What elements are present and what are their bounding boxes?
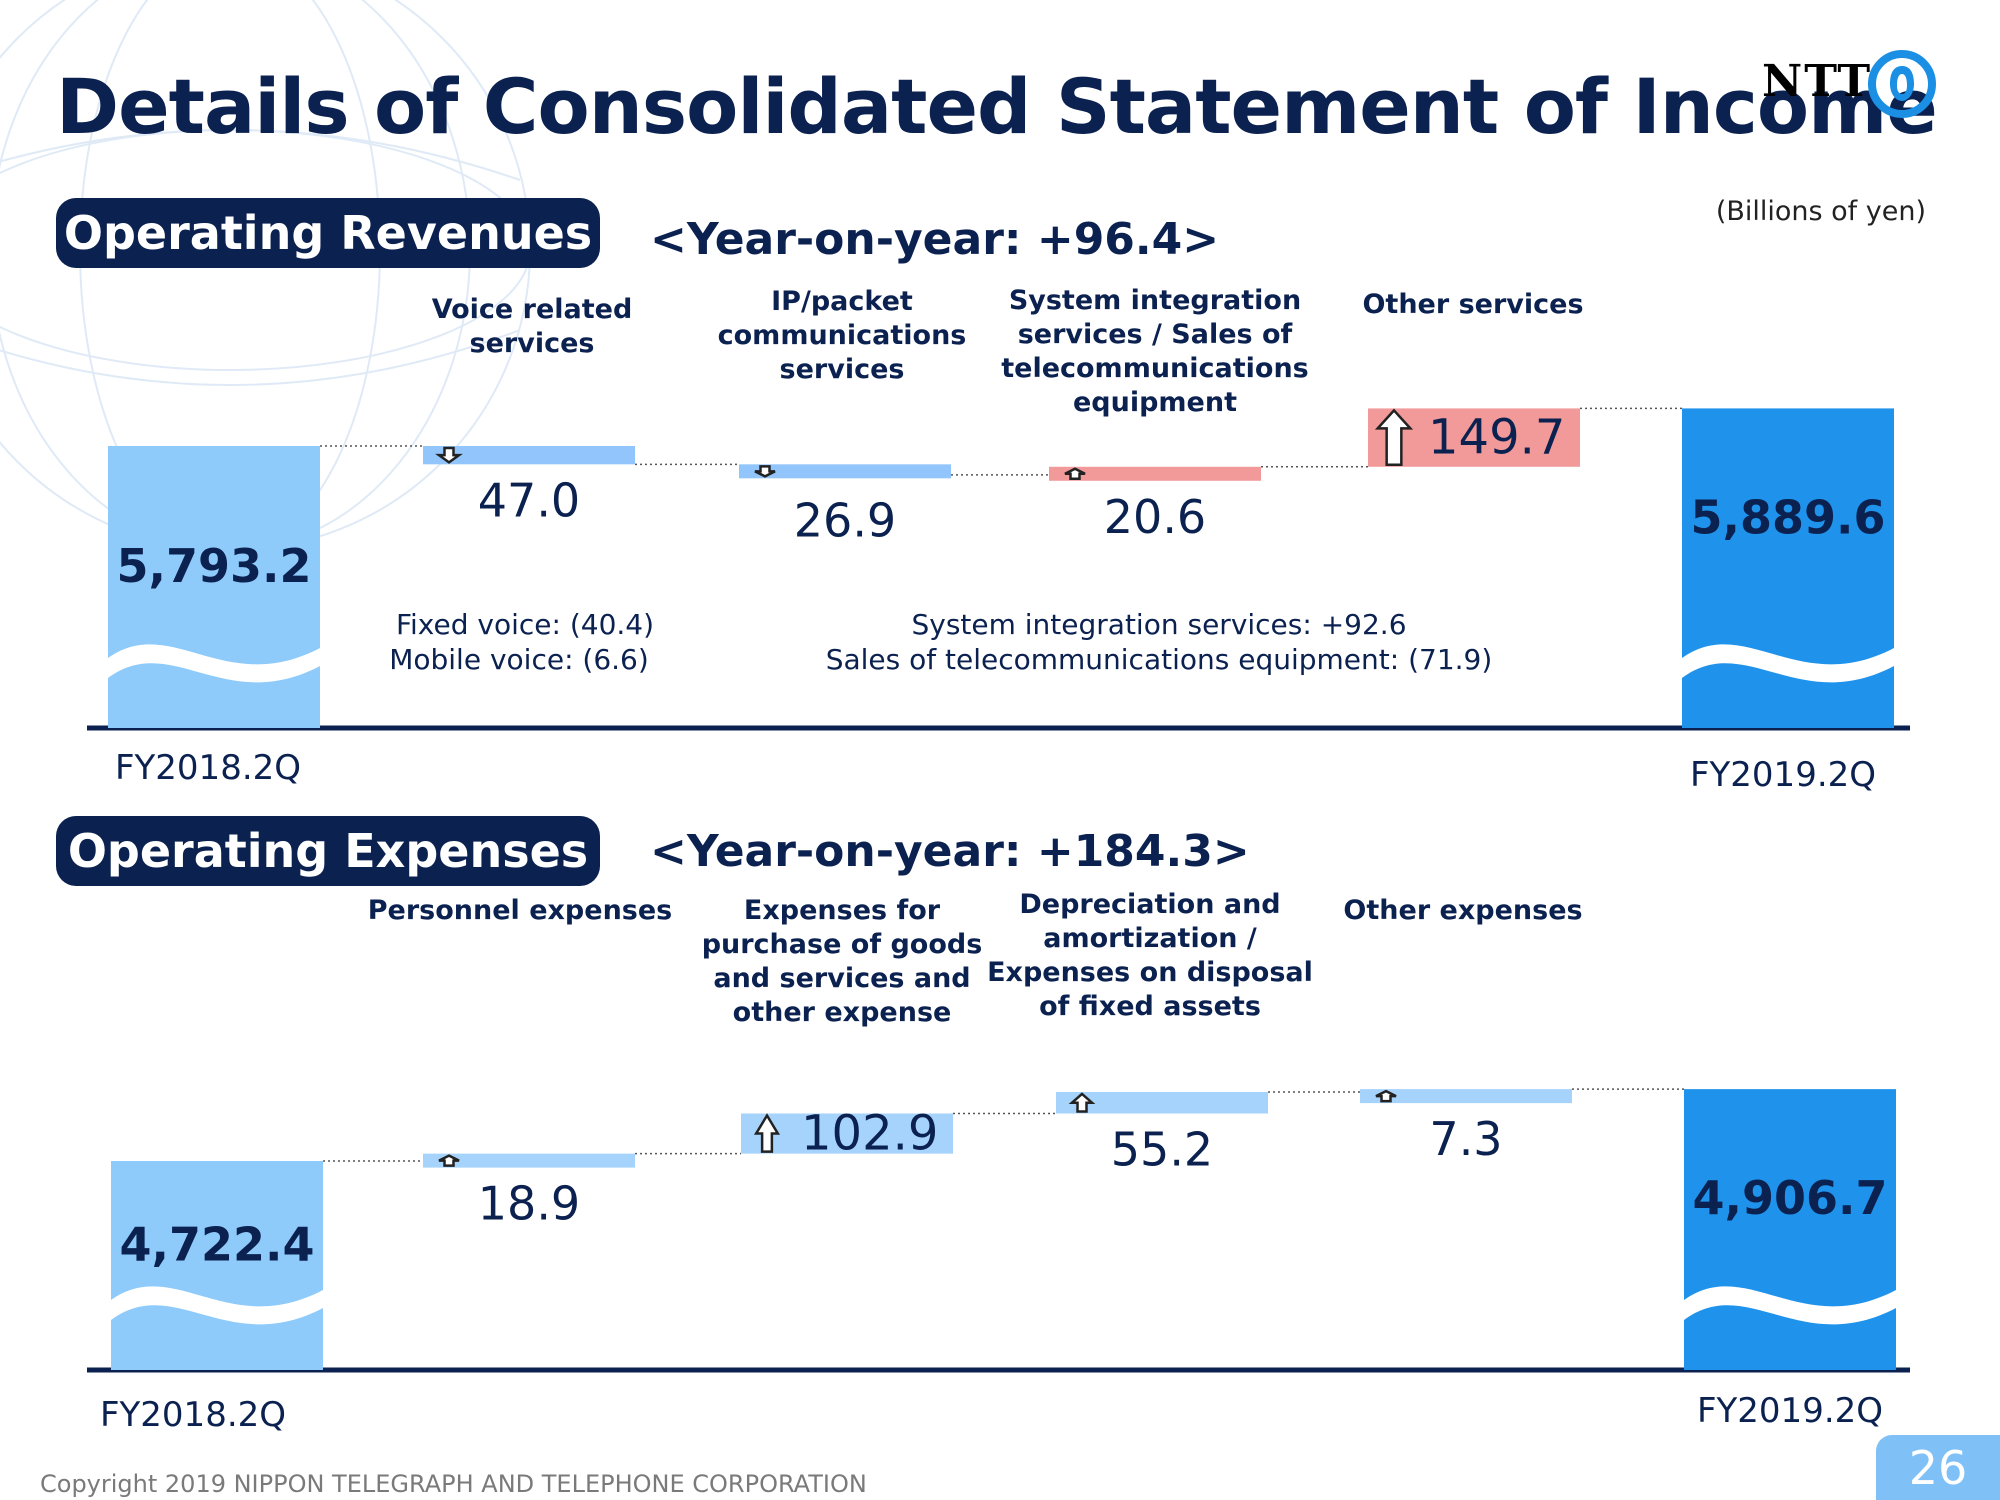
expenses-step-category-label-2: Depreciation and [1019, 889, 1280, 920]
revenues-step-bar-3 [1368, 408, 1580, 467]
revenues-step-category-label-2: System integration [1009, 285, 1301, 316]
revenues-step-category-label-2: telecommunications [1001, 353, 1309, 384]
expenses-step-bar-0 [423, 1153, 635, 1168]
revenues-step-value-label-3: 149.7 [1428, 410, 1565, 466]
expenses-step-category-label-1: and services and [713, 963, 970, 994]
revenues-step-category-label-0: services [470, 328, 595, 359]
telecom-equipment-note: Sales of telecommunications equipment: (… [826, 643, 1493, 676]
expenses-step-category-label-1: purchase of goods [702, 929, 983, 960]
revenues-step-value-label-1: 26.9 [794, 493, 896, 547]
expenses-step-arrow-0 [438, 1154, 460, 1167]
revenues-step-category-label-2: services / Sales of [1018, 319, 1293, 350]
revenues-end-bar-wave [1682, 644, 1894, 683]
fixed-voice-note: Fixed voice: (40.4) [396, 608, 654, 641]
revenues-start-bar-wave [108, 644, 320, 683]
revenues-step-bar-1 [739, 464, 951, 479]
revenues-step-value-label-0: 47.0 [478, 473, 580, 527]
expenses-step-category-label-0: Personnel expenses [368, 895, 673, 926]
expenses-yoy: <Year-on-year: +184.3> [650, 826, 1250, 877]
revenues-step-category-label-0: Voice related [432, 294, 633, 325]
expenses-step-arrow-3 [1375, 1089, 1397, 1103]
mobile-voice-note: Mobile voice: (6.6) [389, 643, 649, 676]
revenues-start-value-label: 5,793.2 [117, 539, 312, 593]
expenses-step-arrow-2 [1068, 1092, 1096, 1113]
revenues-yoy: <Year-on-year: +96.4> [650, 214, 1220, 265]
expenses-step-bar-1 [741, 1113, 953, 1154]
revenues-step-category-label-1: communications [718, 320, 967, 351]
revenues-end-period-label: FY2019.2Q [1690, 755, 1876, 795]
revenues-end-value-label: 5,889.6 [1691, 490, 1886, 544]
expenses-start-bar [111, 1161, 323, 1370]
ntt-logo-icon [1868, 50, 1936, 118]
expenses-step-value-label-0: 18.9 [478, 1177, 580, 1231]
expenses-step-category-label-2: Expenses on disposal [987, 957, 1313, 988]
revenues-step-arrow-2 [1064, 467, 1086, 481]
ntt-logo: NTT [1762, 46, 1947, 121]
revenues-step-arrow-1 [754, 465, 776, 478]
expenses-end-value-label: 4,906.7 [1693, 1171, 1888, 1225]
revenues-end-bar [1682, 408, 1894, 728]
revenues-start-period-label: FY2018.2Q [115, 748, 301, 788]
revenues-step-value-label-2: 20.6 [1104, 490, 1206, 544]
revenues-step-arrow-0 [435, 446, 463, 464]
si-services-note: System integration services: +92.6 [911, 608, 1406, 641]
expenses-start-period-label: FY2018.2Q [100, 1395, 286, 1435]
expenses-step-bar-3 [1360, 1089, 1572, 1104]
expenses-end-bar-wave [1684, 1286, 1896, 1325]
revenues-step-category-label-1: IP/packet [771, 286, 913, 317]
expenses-end-bar [1684, 1089, 1896, 1370]
units-label: (Billions of yen) [1715, 196, 1926, 227]
expenses-step-arrow-1 [753, 1113, 781, 1153]
copyright-footer: Copyright 2019 NIPPON TELEGRAPH AND TELE… [40, 1470, 867, 1498]
revenues-step-category-label-3: Other services [1362, 289, 1583, 320]
expenses-step-category-label-1: other expense [733, 997, 952, 1028]
revenues-step-bar-2 [1049, 466, 1261, 481]
expenses-step-value-label-1: 102.9 [801, 1106, 938, 1162]
revenues-step-category-label-2: equipment [1073, 387, 1237, 418]
expenses-start-value-label: 4,722.4 [120, 1218, 315, 1272]
expenses-step-value-label-2: 55.2 [1111, 1122, 1213, 1176]
expenses-step-category-label-3: Other expenses [1343, 895, 1582, 926]
expenses-start-bar-wave [111, 1286, 323, 1325]
revenues-step-bar-0 [423, 446, 635, 465]
expenses-step-bar-2 [1056, 1091, 1268, 1114]
expenses-step-category-label-2: amortization / [1043, 923, 1257, 954]
logo-text: NTT [1762, 56, 1873, 107]
page-number: 26 [1876, 1435, 2000, 1500]
revenues-step-category-label-1: services [780, 354, 905, 385]
expenses-section-label: Operating Expenses [56, 816, 600, 886]
page-title: Details of Consolidated Statement of Inc… [56, 62, 1938, 151]
revenues-start-bar [108, 446, 320, 728]
expenses-step-category-label-1: Expenses for [744, 895, 941, 926]
expenses-step-value-label-3: 7.3 [1429, 1112, 1502, 1166]
expenses-end-period-label: FY2019.2Q [1697, 1391, 1883, 1431]
revenues-section-label: Operating Revenues [56, 198, 600, 268]
expenses-step-category-label-2: of fixed assets [1039, 991, 1261, 1022]
revenues-step-arrow-3 [1374, 408, 1414, 467]
